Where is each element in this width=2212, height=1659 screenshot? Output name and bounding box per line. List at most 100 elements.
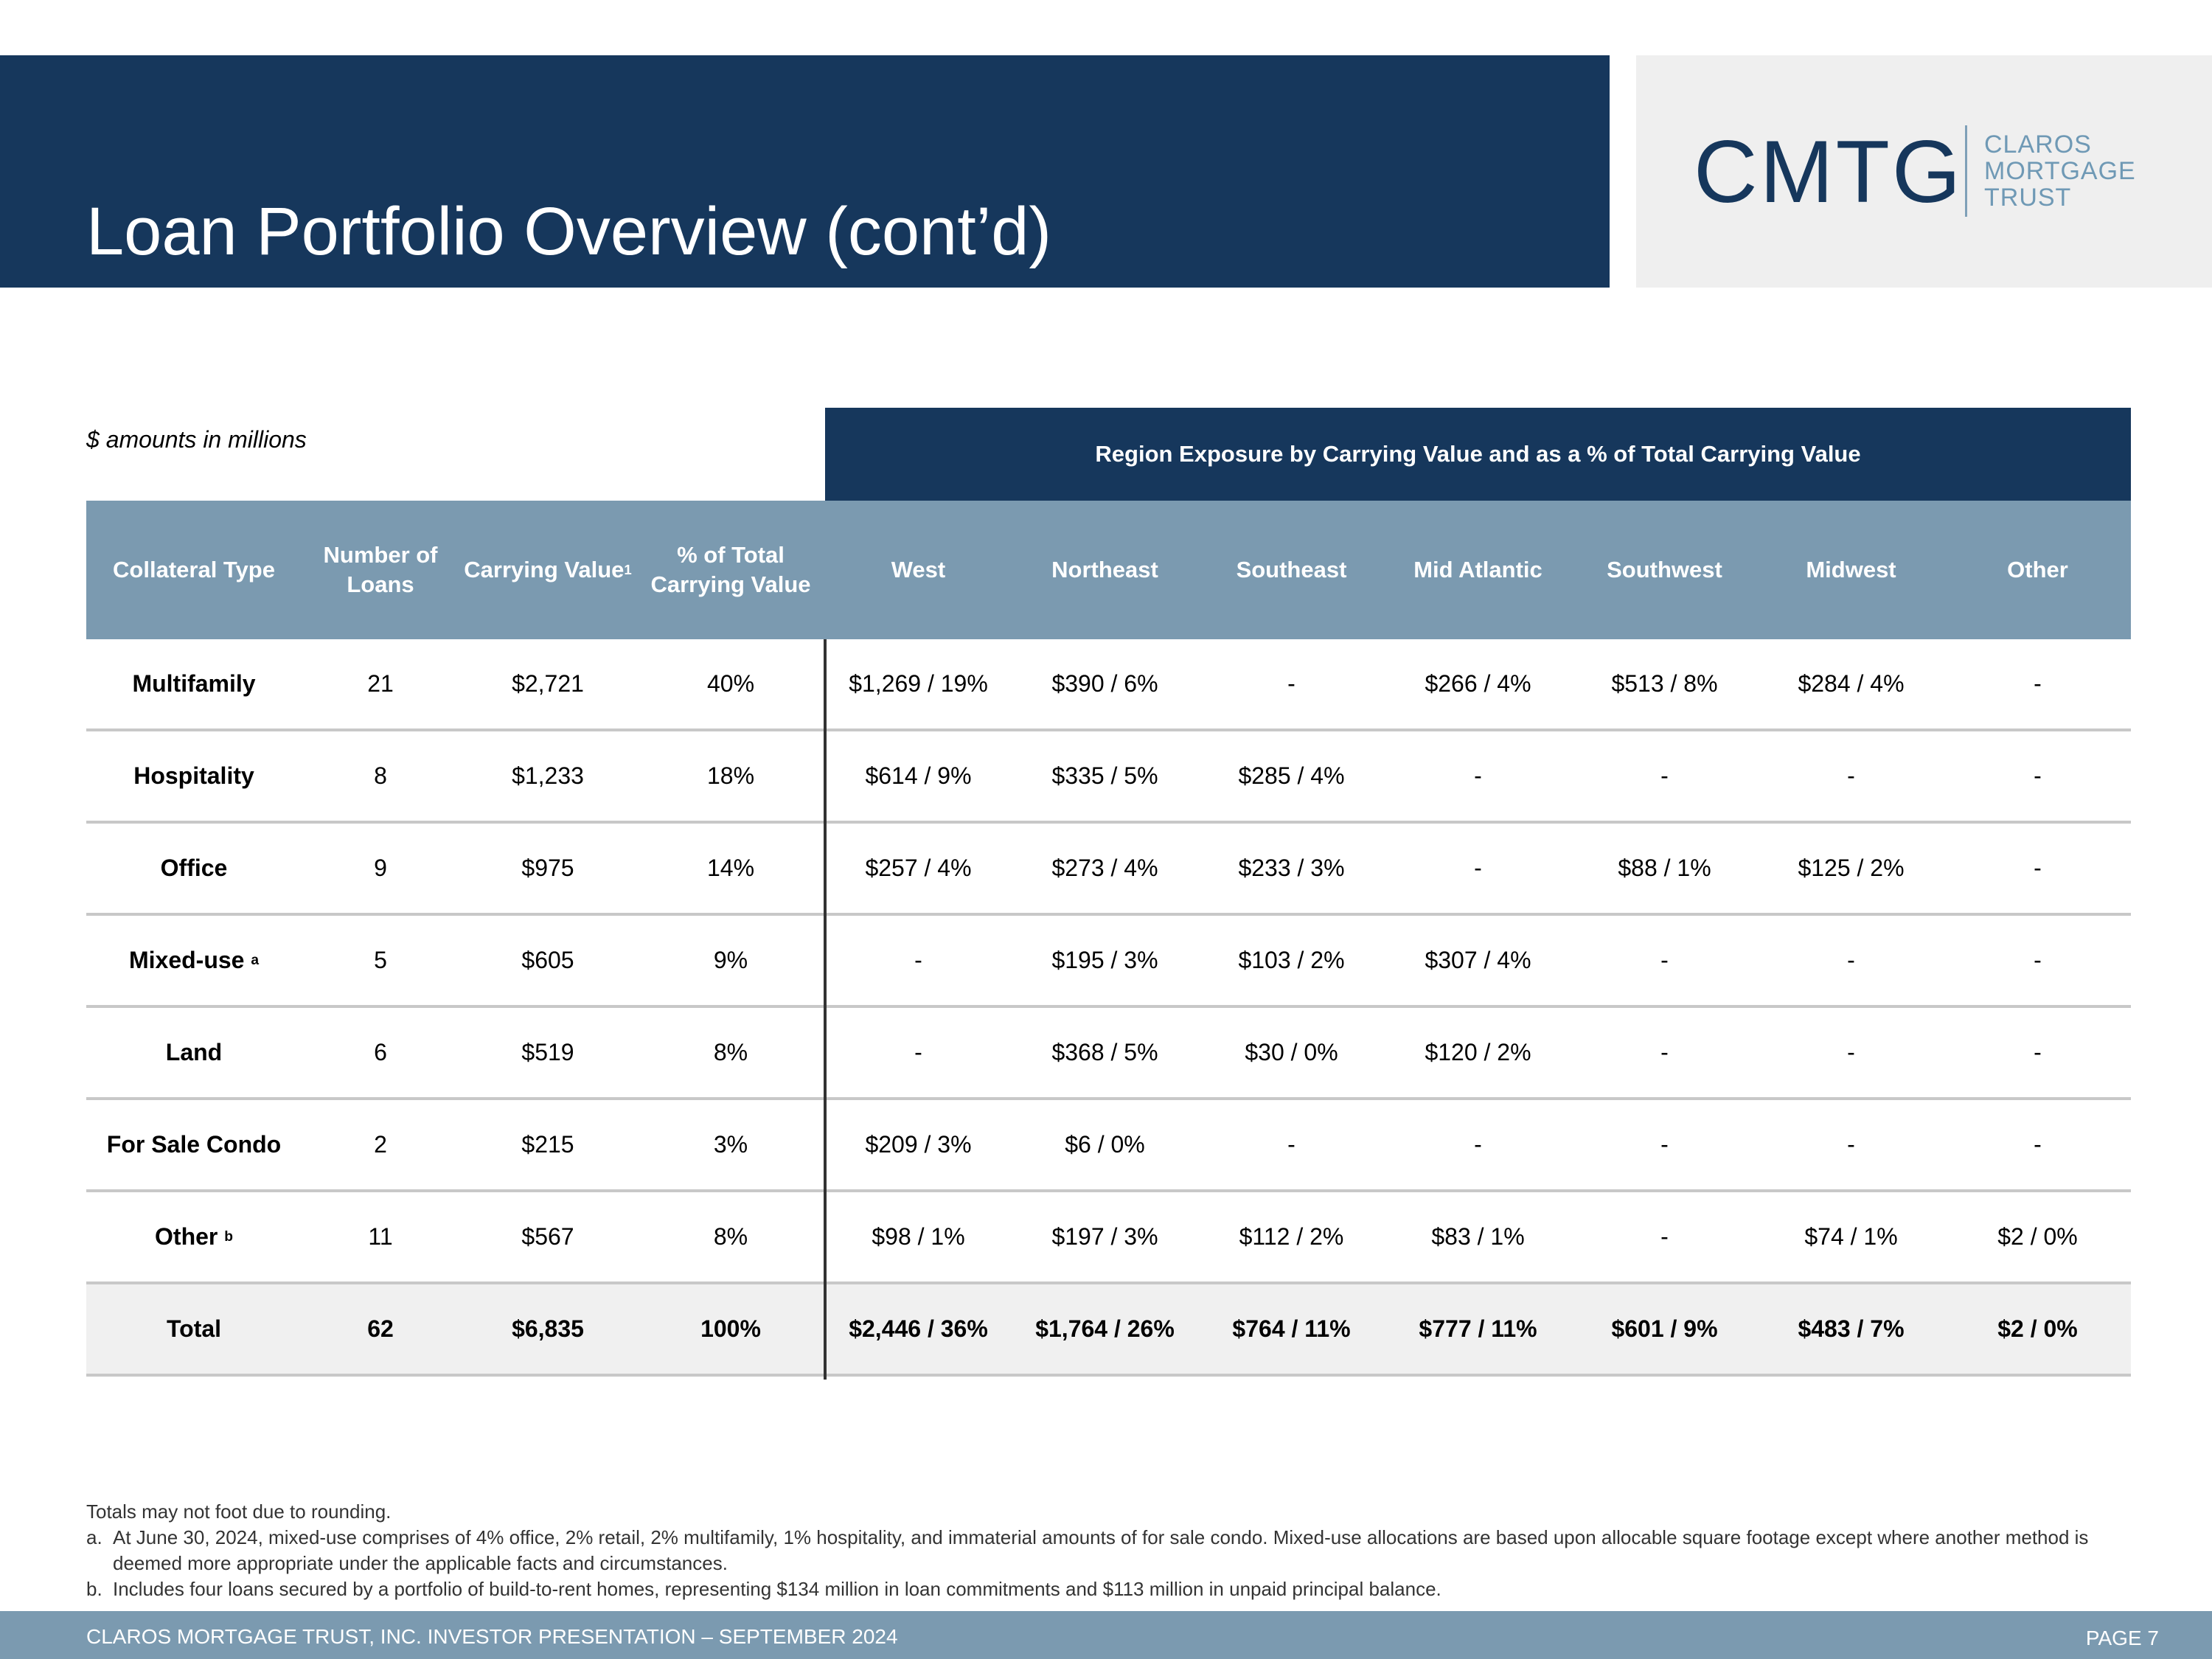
table-cell: $125 / 2% [1798,855,1905,881]
page-title: Loan Portfolio Overview (cont’d) [86,194,1052,269]
table-cell: $2 / 0% [1997,1315,2078,1342]
footer-text: CLAROS MORTGAGE TRUST, INC. INVESTOR PRE… [86,1625,898,1648]
table-cell: $273 / 4% [1051,855,1158,881]
column-header: Number of Loans [302,501,459,639]
table-cell: $513 / 8% [1611,670,1718,697]
logo-wordmark: CLAROS MORTGAGE TRUST [1984,131,2136,211]
region-separator [824,639,827,1380]
table-cell: - [1660,947,1669,973]
page-number: PAGE 7 [2085,1627,2159,1649]
units-note: $ amounts in millions [86,426,307,453]
table-cell: $88 / 1% [1618,855,1711,881]
logo-word: MORTGAGE [1984,157,2136,185]
collateral-type-label: Other [155,1223,218,1250]
table-cell: $1,233 [512,762,584,789]
table-cell: $83 / 1% [1431,1223,1525,1250]
table-cell: $6,835 [512,1315,584,1342]
table-cell: 8 [374,762,387,789]
table-cell: - [1847,762,1855,789]
table-cell: $209 / 3% [865,1131,972,1158]
collateral-type-label: Office [160,855,228,881]
logo-word: CLAROS [1984,131,2092,159]
table-cell: - [2034,762,2042,789]
footnote-marker: a. [86,1526,102,1548]
table-cell: $2,446 / 36% [849,1315,988,1342]
table-cell: $233 / 3% [1238,855,1345,881]
table-cell: - [1474,855,1482,881]
table-cell: - [2034,855,2042,881]
table-cell: - [1660,1223,1669,1250]
table-cell: 3% [713,1131,748,1158]
table-cell: 8% [713,1039,748,1065]
column-header-label: Southeast [1236,557,1347,582]
collateral-type: Hospitality [86,731,302,821]
column-header-band [86,501,2131,639]
collateral-type: Mixed-use a [86,916,302,1005]
table-cell: 8% [713,1223,748,1250]
collateral-type-footnote: a [251,952,260,968]
table-cell: - [914,947,922,973]
column-header-label: Midwest [1806,557,1896,582]
footnote-b: b. Includes four loans secured by a port… [86,1576,2136,1602]
collateral-type-label: Hospitality [133,762,254,789]
table-cell: $257 / 4% [865,855,972,881]
table-cell: $975 [521,855,574,881]
collateral-type: Office [86,824,302,913]
table-cell: $195 / 3% [1051,947,1158,973]
table-row: Other b 11 $567 8% $98 / 1% $197 / 3% $112 / 2… [86,1192,2131,1284]
company-logo: CMTG CLAROS MORTGAGE TRUST [1636,55,2212,288]
table-cell: - [1847,1039,1855,1065]
total-row: Total 62 $6,835 100% $2,446 / 36% $1,764 / 26… [86,1284,2131,1377]
logo-divider [1965,125,1967,217]
table-cell: - [1660,1039,1669,1065]
rounding-note: Totals may not foot due to rounding. [86,1500,392,1523]
footnote-a: a. At June 30, 2024, mixed-use comprises… [86,1525,2136,1576]
table-cell: 40% [706,670,755,697]
footer-band [0,1611,2212,1659]
table-cell: $2,721 [512,670,584,697]
column-header: Northeast [1012,501,1198,639]
column-header-footnote: 1 [624,562,632,577]
column-header: Carrying Value 1 [459,501,636,639]
column-header-label: West [891,557,946,582]
column-header: West [825,501,1012,639]
table-cell: - [1660,1131,1669,1158]
table-cell: - [1847,1131,1855,1158]
column-header-label: Number of Loans [323,542,438,597]
table-cell: - [1287,1131,1295,1158]
table-cell: 6 [374,1039,387,1065]
collateral-type-label: Mixed-use [128,947,245,973]
table-cell: $614 / 9% [865,762,972,789]
table-cell: $120 / 2% [1425,1039,1531,1065]
table-cell: $215 [521,1131,574,1158]
collateral-type: Total [86,1284,302,1374]
table-cell: - [2034,1131,2042,1158]
table-cell: 2 [374,1131,387,1158]
table-cell: $307 / 4% [1425,947,1531,973]
table-cell: 14% [706,855,755,881]
collateral-type: Land [86,1008,302,1097]
table-cell: $335 / 5% [1051,762,1158,789]
table-row: Multifamily 21 $2,721 40% $1,269 / 19% $390 /… [86,639,2131,731]
table-cell: - [1660,762,1669,789]
collateral-type-label: Land [165,1039,223,1065]
column-header: Collateral Type [86,501,302,639]
table-cell: $368 / 5% [1051,1039,1158,1065]
table-cell: $103 / 2% [1238,947,1345,973]
table-cell: $519 [521,1039,574,1065]
table-cell: $74 / 1% [1804,1223,1898,1250]
column-header: Mid Atlantic [1385,501,1571,639]
table-cell: $483 / 7% [1798,1315,1905,1342]
table-cell: $284 / 4% [1798,670,1905,697]
footnote-text: Includes four loans secured by a portfol… [113,1578,1441,1600]
column-header: Midwest [1758,501,1944,639]
table-cell: $567 [521,1223,574,1250]
footnote-text: At June 30, 2024, mixed-use comprises of… [113,1526,2089,1574]
table-cell: - [1847,947,1855,973]
table-cell: $98 / 1% [872,1223,965,1250]
table-cell: 62 [367,1315,394,1342]
table-row: For Sale Condo 2 $215 3% $209 / 3% $6 / 0% - - -… [86,1100,2131,1192]
header-band [0,55,1610,288]
column-header-label: Northeast [1051,557,1158,582]
logo-word: TRUST [1984,184,2072,212]
